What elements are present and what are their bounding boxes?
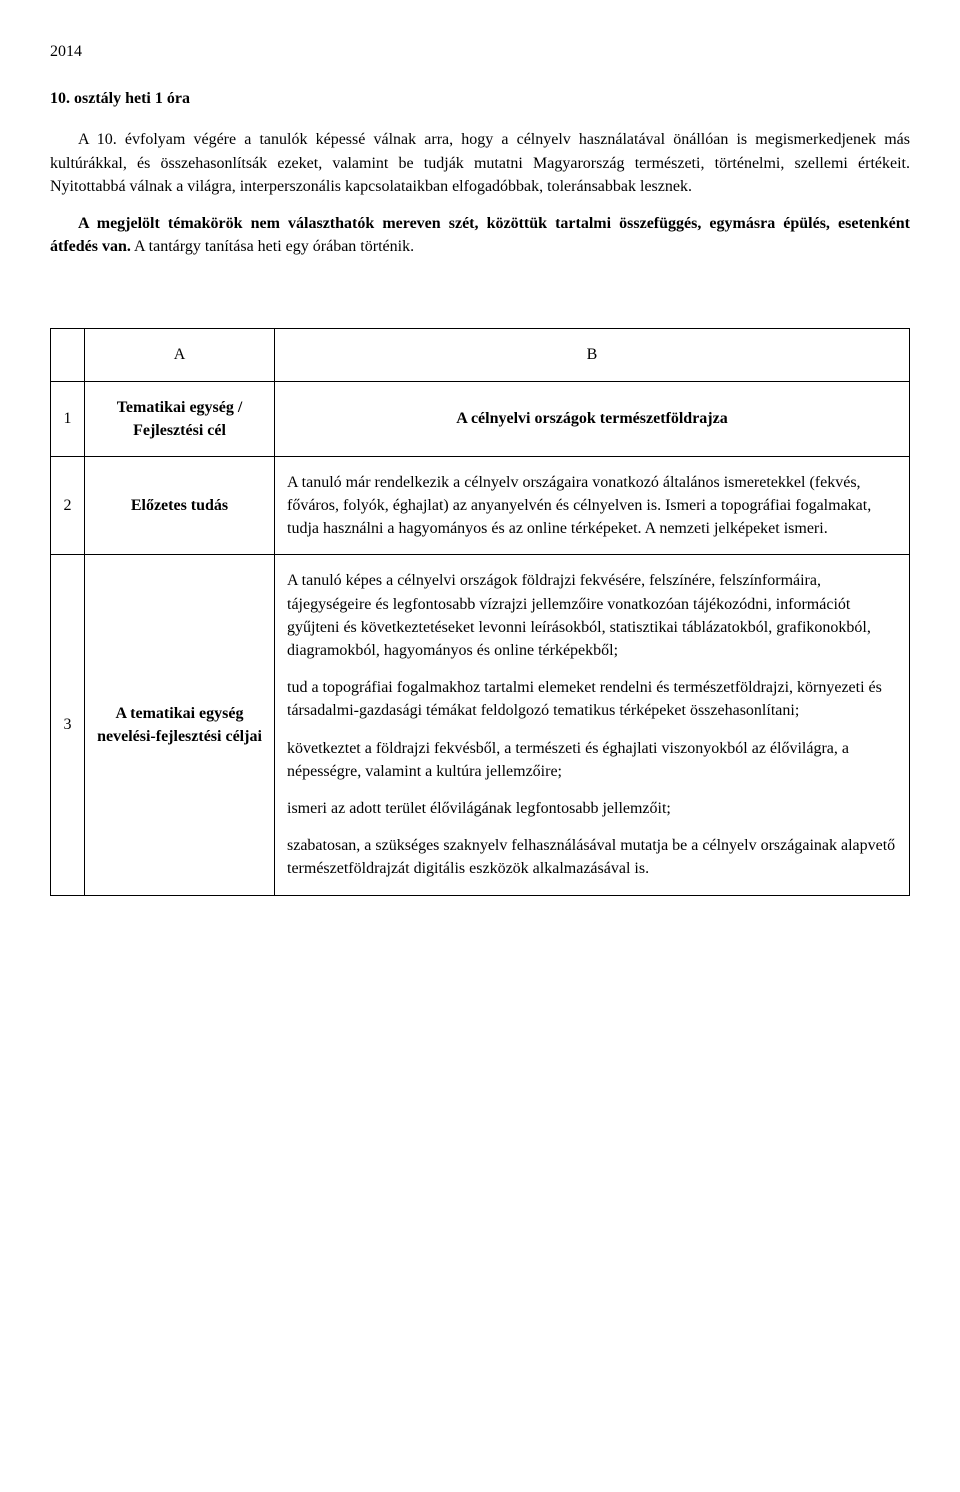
- paragraph-1: A 10. évfolyam végére a tanulók képessé …: [50, 128, 910, 198]
- row-1-b-title: A célnyelvi országok természetföldrajza: [275, 381, 910, 456]
- paragraph-2-rest: A tantárgy tanítása heti egy órában tört…: [131, 238, 414, 255]
- header-a: A: [85, 329, 275, 381]
- row-1-label-line2: Fejlesztési cél: [97, 419, 262, 442]
- row-3-content: A tanuló képes a célnyelvi országok föld…: [275, 555, 910, 895]
- row-3-block-4: ismeri az adott terület élővilágának leg…: [287, 797, 897, 820]
- row-2-label: Előzetes tudás: [85, 456, 275, 555]
- curriculum-table: A B 1 Tematikai egység / Fejlesztési cél…: [50, 328, 910, 895]
- table-row: 1 Tematikai egység / Fejlesztési cél A c…: [51, 381, 910, 456]
- table-row: 3 A tematikai egység nevelési-fejlesztés…: [51, 555, 910, 895]
- row-1-label: Tematikai egység / Fejlesztési cél: [85, 381, 275, 456]
- table-header-row: A B: [51, 329, 910, 381]
- header-empty: [51, 329, 85, 381]
- row-num: 3: [51, 555, 85, 895]
- row-num: 2: [51, 456, 85, 555]
- row-3-label: A tematikai egység nevelési-fejlesztési …: [85, 555, 275, 895]
- row-num: 1: [51, 381, 85, 456]
- row-3-block-3: következtet a földrajzi fekvésből, a ter…: [287, 737, 897, 783]
- table-row: 2 Előzetes tudás A tanuló már rendelkezi…: [51, 456, 910, 555]
- row-2-content: A tanuló már rendelkezik a célnyelv orsz…: [275, 456, 910, 555]
- header-b: B: [275, 329, 910, 381]
- paragraph-2: A megjelölt témakörök nem választhatók m…: [50, 212, 910, 258]
- row-3-block-2: tud a topográfiai fogalmakhoz tartalmi e…: [287, 676, 897, 722]
- row-3-block-5: szabatosan, a szükséges szaknyelv felhas…: [287, 834, 897, 880]
- year-label: 2014: [50, 40, 910, 63]
- section-heading: 10. osztály heti 1 óra: [50, 87, 910, 110]
- row-3-block-1: A tanuló képes a célnyelvi országok föld…: [287, 569, 897, 662]
- row-1-label-line1: Tematikai egység /: [97, 396, 262, 419]
